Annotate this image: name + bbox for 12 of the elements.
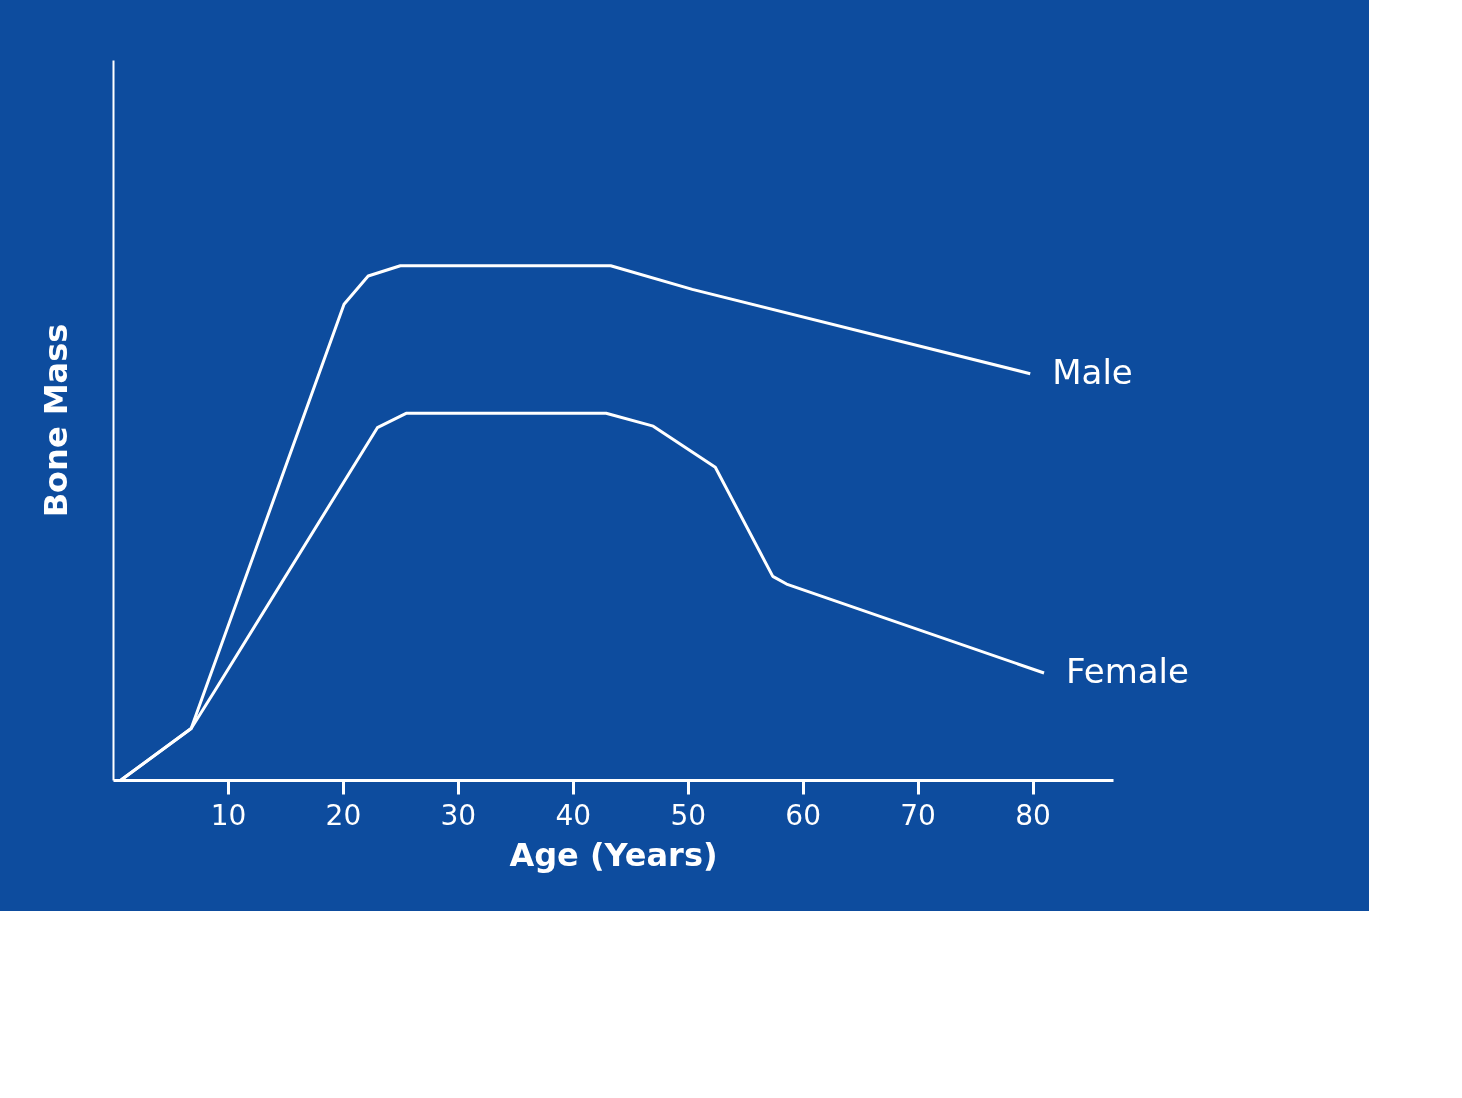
x-tick-label: 10 [210, 798, 247, 832]
x-tick-label: 80 [1015, 798, 1051, 832]
x-axis-title: Age (Years) [509, 835, 718, 874]
y-axis-title: Bone Mass [36, 323, 75, 518]
x-tick-label: 70 [900, 798, 936, 832]
x-tick-label: 30 [440, 798, 477, 832]
x-tick-label: 50 [670, 798, 707, 832]
series-label: Male [1052, 351, 1133, 392]
x-tick-label: 20 [325, 798, 362, 832]
series-label: Female [1066, 651, 1189, 692]
x-tick-label: 60 [785, 798, 821, 832]
x-tick-label: 40 [555, 798, 592, 832]
